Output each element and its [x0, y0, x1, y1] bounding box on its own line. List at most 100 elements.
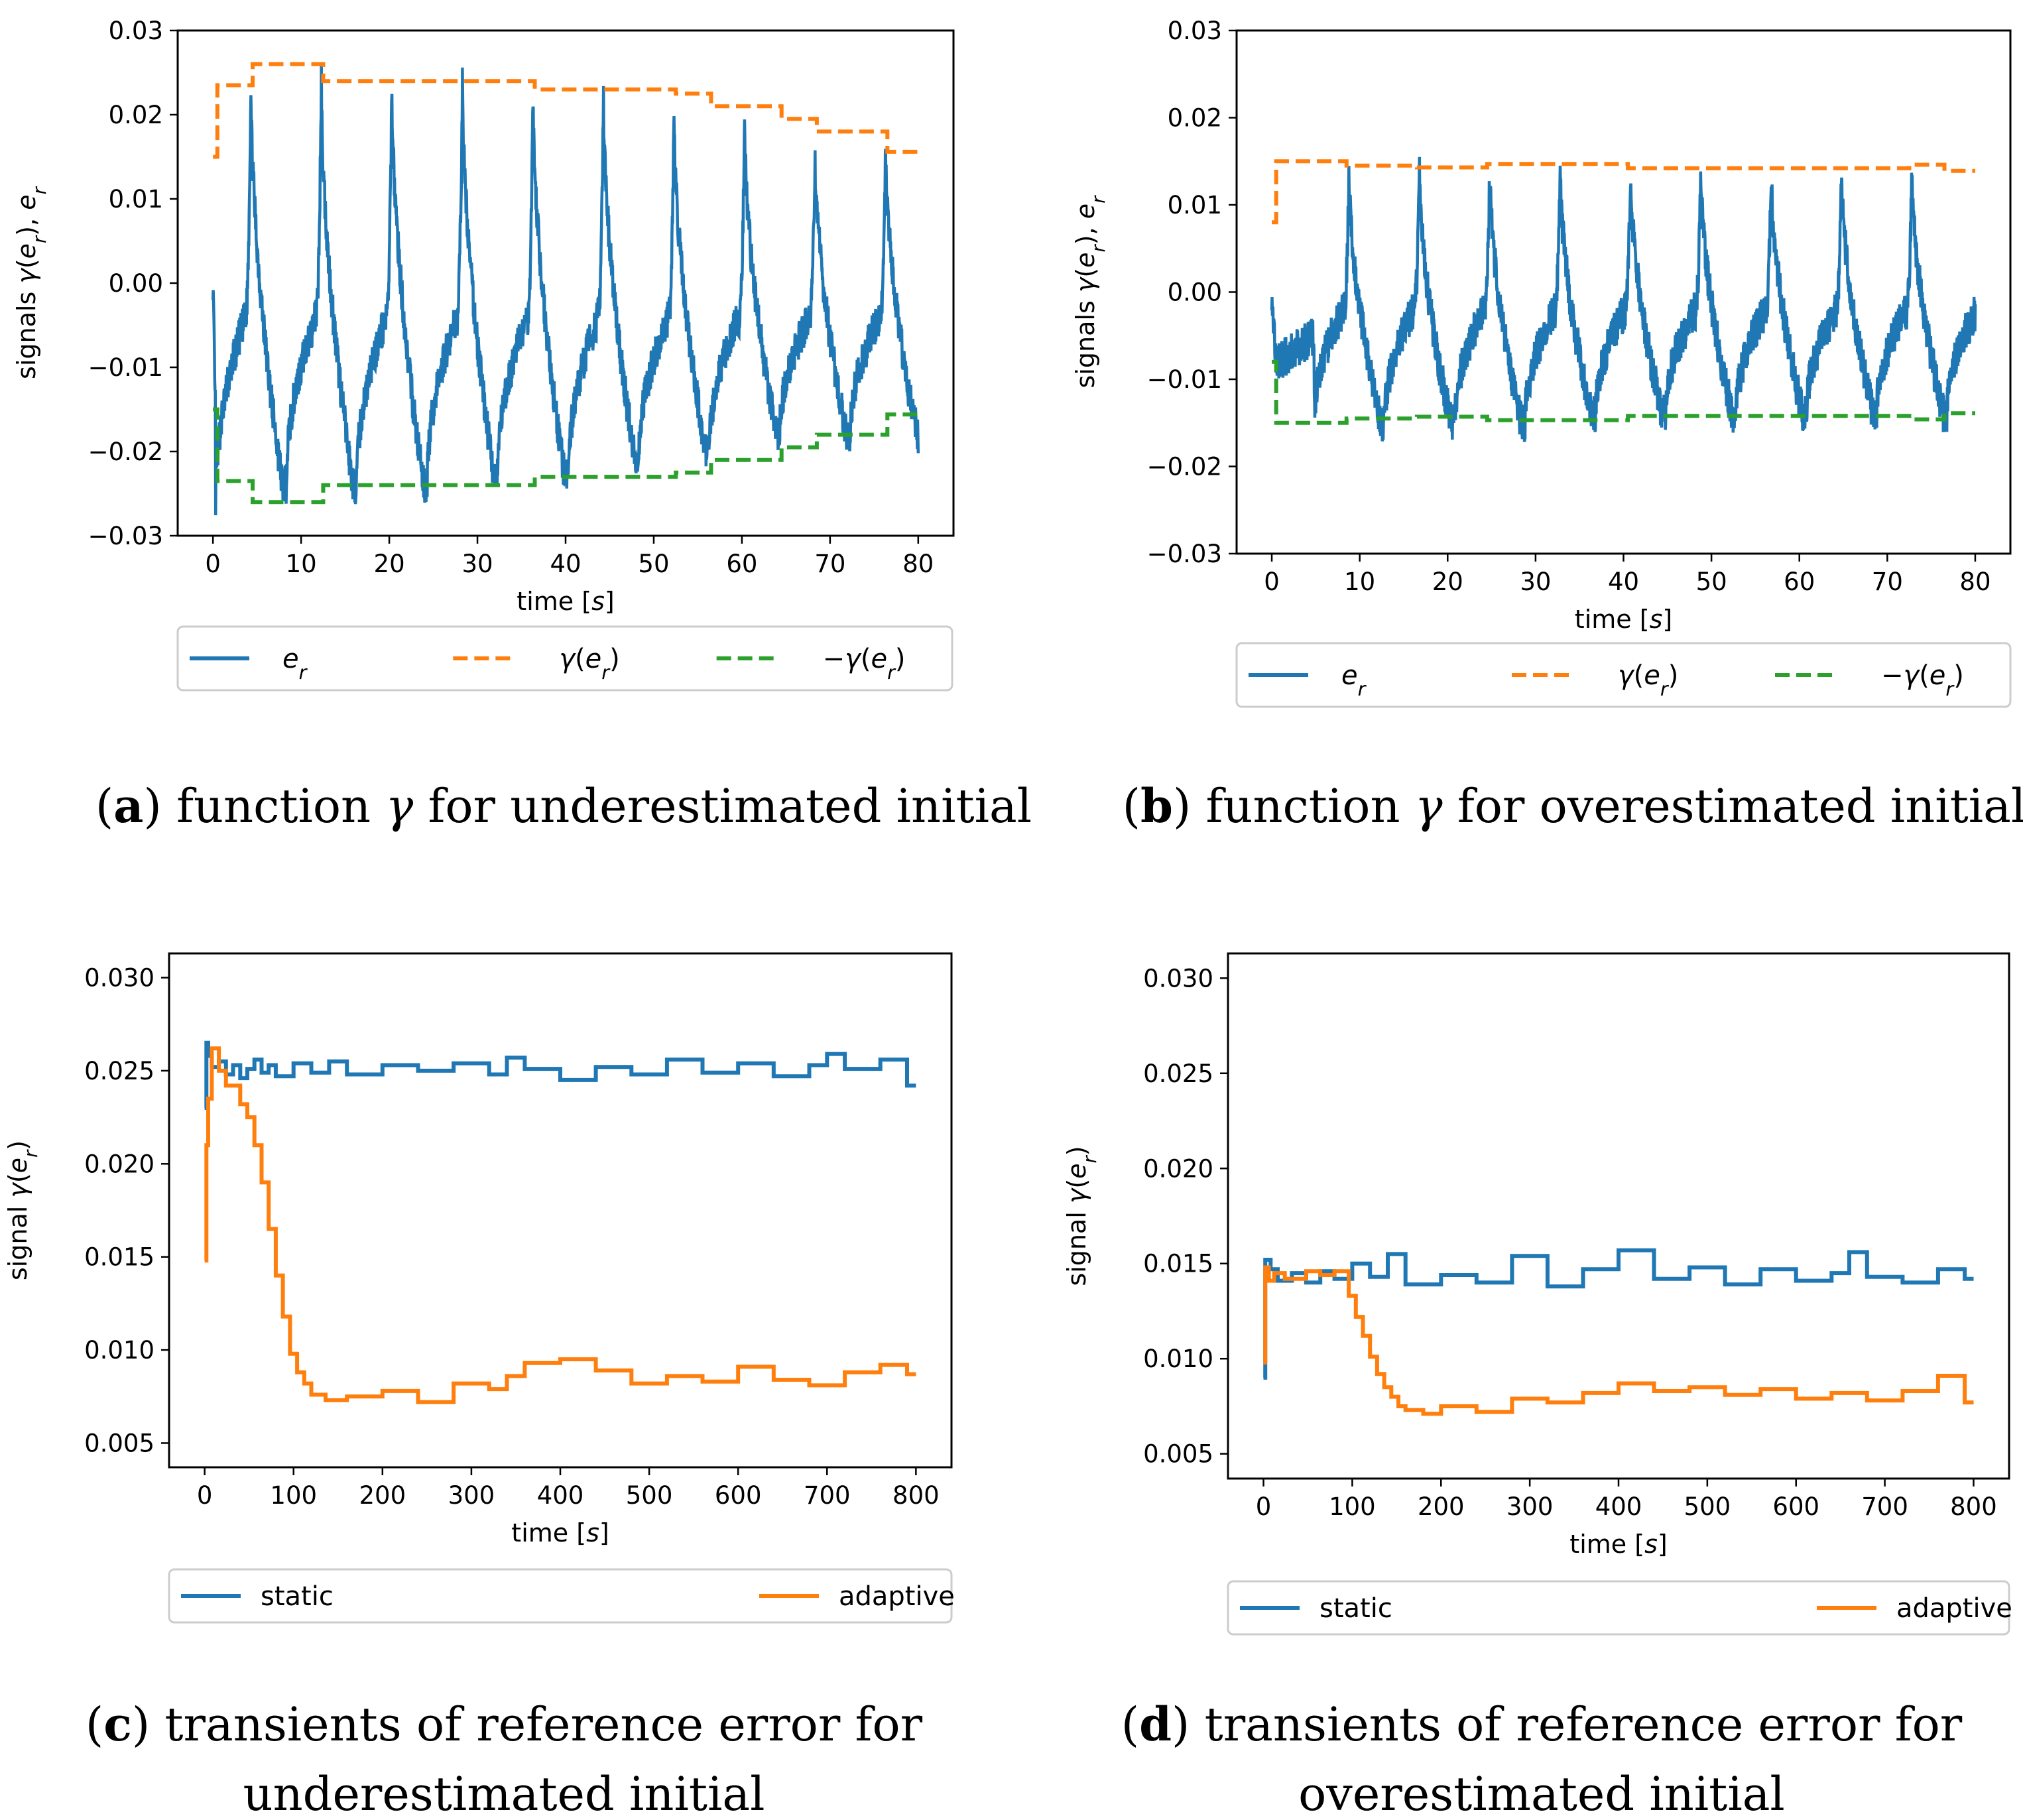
chart-panel-b: 0 10 20 30 40 50 60 70 80 −0.03 −0.02 −0.01 0.00 0.01…: [1071, 17, 2023, 833]
y-tick-label: 0.01: [109, 185, 163, 213]
x-tick-label: 200: [359, 1481, 406, 1510]
x-tick-label: 300: [448, 1481, 495, 1510]
legend: er γ(er) −γ(er): [176, 625, 953, 692]
y-tick-label: −0.03: [88, 522, 163, 550]
x-tick-label: 500: [1684, 1492, 1731, 1521]
legend-label-1: er: [282, 644, 308, 684]
series-line-a-1: [211, 63, 920, 516]
x-axis-label: time [s]: [1575, 605, 1672, 634]
x-tick-label: 0: [1256, 1492, 1272, 1521]
x-tick-label: 10: [1344, 568, 1375, 596]
axes-frame: [168, 952, 953, 1469]
caption: (b) function γ for overestimated initial: [1123, 778, 2023, 833]
caption: (d) transients of reference error for ove…: [1121, 1697, 1963, 1820]
x-tick-label: 10: [286, 550, 317, 578]
y-tick-label: 0.01: [1168, 191, 1222, 219]
x-tick-label: 400: [537, 1481, 584, 1510]
x-tick-label: 800: [892, 1481, 940, 1510]
caption-line-1: (b) function γ for overestimated initial: [1123, 778, 2023, 833]
y-tick-label: 0.020: [84, 1150, 154, 1178]
y-tick-label: 0.005: [1143, 1440, 1213, 1469]
y-tick-label: −0.01: [88, 353, 163, 382]
y-tick-label: 0.00: [109, 269, 163, 298]
legend-label-1: static: [1319, 1593, 1392, 1624]
y-tick-label: −0.03: [1147, 540, 1222, 568]
x-tick-label: 30: [461, 550, 493, 578]
y-tick-label: 0.00: [1168, 278, 1222, 307]
plot-area: [1263, 1248, 1974, 1416]
y-tick-label: 0.015: [1143, 1250, 1213, 1278]
y-tick-label: 0.010: [84, 1336, 154, 1365]
series-line-b-2: [1272, 159, 1975, 225]
x-tick-label: 70: [814, 550, 845, 578]
legend-label-2: γ(er): [559, 644, 619, 684]
legend-box: [1235, 642, 2012, 708]
y-tick-label: 0.030: [1143, 964, 1213, 993]
x-tick-label: 30: [1520, 568, 1551, 596]
plot-area: [204, 1040, 916, 1404]
y-tick-label: 0.03: [109, 17, 163, 45]
caption-line-1: (d) transients of reference error for: [1121, 1697, 1963, 1752]
legend-label-3: −γ(er): [1881, 660, 1964, 700]
x-tick-label: 0: [205, 550, 221, 578]
y-tick-label: 0.02: [1168, 104, 1222, 133]
x-tick-label: 40: [550, 550, 581, 578]
legend: er γ(er) −γ(er): [1235, 642, 2012, 708]
x-tick-label: 50: [638, 550, 669, 578]
series-line-d-2: [1263, 1265, 1974, 1416]
y-axis-label: signals γ(er), er: [12, 186, 50, 379]
x-tick-label: 40: [1608, 568, 1639, 596]
legend: static adaptive: [1227, 1580, 2012, 1636]
x-tick-label: 700: [1861, 1492, 1908, 1521]
caption: (c) transients of reference error for und…: [86, 1697, 923, 1820]
legend-label-2: adaptive: [1896, 1593, 2012, 1624]
y-tick-label: 0.010: [1143, 1345, 1213, 1373]
legend-box: [176, 625, 953, 692]
series-line-b-3: [1272, 359, 1975, 425]
legend-label-3: −γ(er): [823, 644, 906, 684]
x-tick-label: 70: [1872, 568, 1903, 596]
x-tick-label: 80: [1959, 568, 1991, 596]
y-tick-label: 0.025: [84, 1057, 154, 1085]
legend-box: [1227, 1580, 2010, 1636]
x-tick-label: 80: [902, 550, 934, 578]
caption-line-1: (c) transients of reference error for: [86, 1697, 923, 1752]
legend-box: [168, 1568, 953, 1624]
y-tick-label: 0.015: [84, 1243, 154, 1272]
caption-line-2: overestimated initial: [1298, 1767, 1785, 1820]
series-line-a-2: [213, 62, 918, 159]
legend: static adaptive: [168, 1568, 955, 1624]
x-tick-label: 600: [715, 1481, 762, 1510]
x-axis-label: time [s]: [1569, 1530, 1667, 1559]
x-tick-label: 600: [1772, 1492, 1819, 1521]
x-tick-label: 100: [1329, 1492, 1376, 1521]
axes-frame: [1235, 29, 2012, 555]
x-tick-label: 400: [1595, 1492, 1642, 1521]
x-tick-label: 60: [1784, 568, 1815, 596]
y-tick-label: 0.030: [84, 964, 154, 993]
x-tick-label: 300: [1506, 1492, 1554, 1521]
series-line-c-2: [204, 1046, 916, 1404]
x-tick-label: 200: [1418, 1492, 1465, 1521]
y-tick-label: 0.025: [1143, 1060, 1213, 1088]
y-axis-label: signal γ(er): [3, 1140, 42, 1280]
x-tick-label: 0: [197, 1481, 213, 1510]
series-line-a-3: [213, 407, 918, 505]
caption-line-2: underestimated initial: [243, 1767, 765, 1820]
x-axis-label: time [s]: [517, 587, 614, 616]
y-tick-label: −0.02: [88, 438, 163, 466]
x-axis-label: time [s]: [511, 1518, 609, 1547]
caption-line-1: (a) function γ for underestimated initia…: [95, 778, 1032, 833]
y-tick-label: 0.03: [1168, 17, 1222, 45]
caption: (a) function γ for underestimated initia…: [95, 778, 1032, 833]
x-tick-label: 500: [626, 1481, 673, 1510]
x-tick-label: 20: [1432, 568, 1463, 596]
y-tick-label: 0.02: [109, 101, 163, 129]
chart-panel-c: 0 100 200 300 400 500 600 700 800 0.005 0.010 0.015…: [3, 952, 955, 1820]
series-line-c-1: [204, 1040, 916, 1111]
x-tick-label: 50: [1696, 568, 1727, 596]
y-axis-label: signal γ(er): [1062, 1146, 1101, 1286]
y-tick-label: 0.020: [1143, 1154, 1213, 1183]
chart-panel-d: 0 100 200 300 400 500 600 700 800 0.005 0.010 0.015…: [1062, 952, 2012, 1820]
x-tick-label: 800: [1950, 1492, 1997, 1521]
